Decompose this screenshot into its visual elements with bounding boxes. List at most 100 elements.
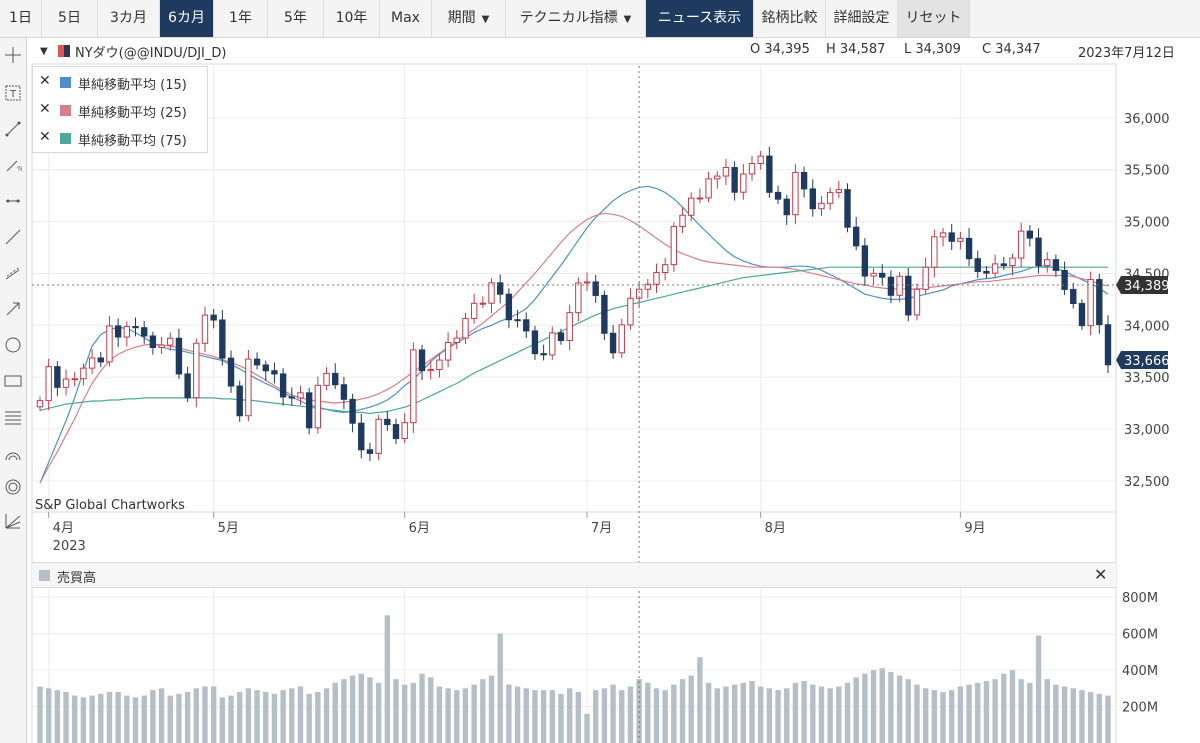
candle-body — [948, 232, 955, 242]
symbol-name[interactable]: NYダウ(@@INDU/DJI_D) — [75, 46, 227, 61]
range-10y-button[interactable]: 10年 — [324, 0, 380, 37]
period-dropdown[interactable]: 期間 ▼ — [432, 0, 506, 37]
volume-bar — [45, 688, 52, 743]
range-6m-button[interactable]: 6カ月 — [160, 0, 214, 37]
candle-body — [184, 373, 191, 399]
arrow-icon[interactable] — [2, 298, 24, 320]
news-display-button[interactable]: ニュース表示 — [646, 0, 754, 37]
volume-bar — [1018, 679, 1024, 743]
technical-indicator-dropdown[interactable]: テクニカル指標 ▼ — [506, 0, 646, 37]
volume-bar — [671, 684, 677, 743]
remove-sma25-icon[interactable]: ✕ — [39, 101, 51, 117]
close-icon[interactable]: ✕ — [1094, 565, 1108, 584]
candle-body — [497, 282, 504, 295]
settings-button[interactable]: 詳細設定 — [826, 0, 898, 37]
volume-bar — [619, 690, 625, 743]
remove-sma15-icon[interactable]: ✕ — [39, 73, 51, 89]
reset-button[interactable]: リセット — [898, 0, 970, 37]
volume-tick-label: 800M — [1122, 591, 1158, 606]
year-label: 2023 — [53, 539, 86, 554]
volume-bar — [202, 686, 208, 743]
volume-bar — [471, 684, 477, 743]
volume-bar — [176, 693, 182, 743]
fib-retracement-icon[interactable] — [2, 406, 24, 428]
candle — [271, 362, 278, 384]
candle — [505, 288, 513, 329]
candle — [783, 194, 790, 225]
fibonacci-icon[interactable]: % — [2, 154, 24, 176]
candle-body — [340, 384, 348, 400]
candle-body — [705, 178, 712, 199]
fib-fan-icon[interactable] — [2, 510, 24, 532]
candle — [123, 321, 131, 347]
candle-body — [444, 342, 452, 361]
candle-body — [931, 236, 938, 268]
candle — [818, 196, 825, 216]
candle-body — [149, 335, 157, 348]
candle — [106, 315, 113, 367]
candle — [314, 376, 322, 434]
candle-body — [531, 330, 539, 355]
candle-body — [809, 188, 816, 210]
time-tick-label: 8月 — [765, 521, 786, 536]
compare-button[interactable]: 銘柄比較 — [754, 0, 826, 37]
candle — [670, 222, 678, 272]
volume-bar — [37, 686, 43, 743]
horizontal-line-icon[interactable] — [2, 190, 24, 212]
candle — [774, 185, 782, 204]
range-5y-button[interactable]: 5年 — [268, 0, 324, 37]
sma25-line — [39, 212, 1109, 484]
fib-circle-icon[interactable] — [2, 476, 24, 498]
range-1y-button[interactable]: 1年 — [214, 0, 268, 37]
candle — [1104, 315, 1112, 374]
candle — [870, 267, 877, 286]
candle — [236, 380, 243, 422]
candle — [384, 411, 391, 431]
range-1d-button[interactable]: 1日 — [0, 0, 42, 37]
candle-body — [905, 275, 912, 316]
candle-body — [141, 327, 148, 337]
volume-bar — [853, 677, 859, 743]
candle — [358, 413, 365, 459]
volume-bar — [219, 697, 226, 743]
candle-body — [366, 449, 374, 454]
candle-body — [479, 302, 487, 305]
trendline-icon[interactable] — [2, 118, 24, 140]
candle-body — [488, 282, 495, 304]
candle-body — [332, 372, 339, 386]
candle-body — [731, 167, 738, 193]
candle — [1026, 225, 1034, 247]
low-value: L 34,309 — [904, 42, 961, 57]
volume-bar — [167, 695, 173, 743]
candle-body — [88, 357, 96, 369]
fib-arc-icon[interactable] — [2, 442, 24, 464]
range-max-button[interactable]: Max — [380, 0, 432, 37]
volume-bar — [115, 691, 121, 743]
circle-icon[interactable] — [2, 334, 24, 356]
candle — [826, 187, 834, 210]
volume-bar — [401, 684, 408, 743]
candle — [922, 257, 929, 295]
remove-sma75-icon[interactable]: ✕ — [39, 129, 51, 145]
volume-bar — [98, 693, 104, 743]
volume-bar — [228, 695, 234, 743]
ray-line-icon[interactable] — [2, 226, 24, 248]
candle — [583, 272, 591, 292]
crosshair-icon[interactable] — [2, 44, 24, 66]
volume-panel-header: 売買高 ✕ — [32, 562, 1116, 588]
volume-bar — [601, 688, 608, 743]
text-tool-icon[interactable]: T — [2, 82, 24, 104]
rectangle-icon[interactable] — [2, 370, 24, 392]
candle-body — [193, 342, 200, 399]
range-5d-button[interactable]: 5日 — [42, 0, 98, 37]
candles — [36, 147, 1112, 462]
candle-body — [1078, 303, 1086, 327]
volume-bar — [349, 675, 356, 743]
range-3m-button[interactable]: 3カ月 — [98, 0, 160, 37]
volume-bar — [1096, 693, 1103, 743]
candle — [913, 283, 921, 321]
chevron-down-icon[interactable]: ▼ — [40, 46, 48, 57]
channel-icon[interactable] — [2, 262, 24, 284]
candle-body — [583, 281, 591, 284]
